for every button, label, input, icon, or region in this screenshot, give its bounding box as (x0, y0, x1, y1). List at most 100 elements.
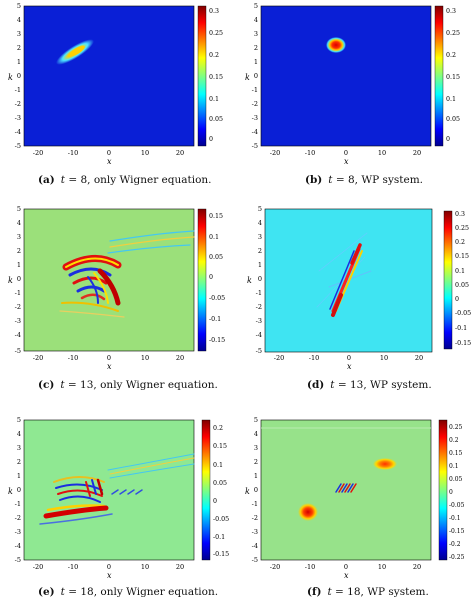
x-tick: -10 (68, 563, 78, 571)
panel-c-plot: 5 4 3 2 1 0 -1 -2 -3 -4 -5 k -20 -10 0 1… (8, 205, 225, 371)
x-tick: -10 (309, 354, 319, 362)
x-tick: 10 (141, 563, 149, 571)
colorbar-tick: -0.1 (209, 316, 221, 323)
y-tick: 2 (254, 44, 258, 52)
y-tick: -2 (256, 303, 262, 311)
y-tick: -3 (252, 528, 258, 536)
t-value: = 8, (335, 174, 359, 186)
t-symbol: t (60, 174, 65, 186)
x-tick: -20 (270, 563, 280, 571)
x-ticks-f: -20 -10 0 10 20 (270, 563, 421, 571)
plot-area (23, 419, 195, 561)
x-tick: 0 (344, 149, 348, 157)
y-ticks-f: 5 4 3 2 1 0 -1 -2 -3 -4 -5 (252, 416, 258, 564)
x-tick: -20 (274, 354, 284, 362)
colorbar-tick: -0.15 (455, 340, 471, 347)
y-tick: 3 (258, 233, 262, 241)
y-tick: 4 (258, 219, 262, 227)
y-tick: 1 (254, 58, 258, 66)
y-tick: 1 (17, 261, 21, 269)
x-tick: -10 (68, 149, 78, 157)
t-symbol: t (60, 586, 65, 598)
y-tick: 0 (17, 486, 21, 494)
y-tick: -1 (256, 289, 262, 297)
colorbar-tick: 0.05 (213, 480, 227, 487)
colorbar-tick: 0.05 (446, 116, 460, 123)
colorbar-tick: 0 (449, 489, 453, 496)
colorbar-tick: 0.1 (213, 462, 223, 469)
colorbar-tick: -0.25 (449, 554, 465, 561)
y-tick: 5 (17, 416, 21, 424)
caption-c: (c) t = 13, only Wigner equation. (38, 379, 218, 391)
colorbar-tick: 0.15 (446, 74, 460, 81)
t-value: = 18, (335, 586, 364, 598)
plot-area (260, 5, 432, 147)
colorbar-tick: 0.2 (449, 437, 459, 444)
y-tick: -2 (15, 100, 21, 108)
x-tick: 0 (344, 563, 348, 571)
t-value: = 13, (67, 379, 97, 391)
y-tick: -4 (15, 331, 21, 339)
t-value: = 18, (68, 586, 98, 598)
y-tick: -3 (15, 528, 21, 536)
caption-b: (b) t = 8, WP system. (305, 174, 423, 186)
panel-label: (c) (38, 379, 55, 391)
x-tick: 10 (141, 354, 149, 362)
colorbar-ticks-d: 0.3 0.25 0.2 0.15 0.1 0.05 0 -0.05 -0.1 … (455, 211, 471, 347)
x-axis-label: x (347, 362, 352, 371)
y-tick: 3 (17, 233, 21, 241)
y-tick: 0 (254, 486, 258, 494)
y-tick: -1 (252, 86, 258, 94)
y-tick: -2 (252, 100, 258, 108)
y-tick: 3 (254, 30, 258, 38)
colorbar-tick: -0.1 (455, 325, 467, 332)
colorbar-tick: 0.2 (446, 52, 456, 59)
x-tick: 20 (176, 563, 184, 571)
interference-fringes (59, 230, 195, 318)
colorbar-tick: -0.05 (209, 295, 225, 302)
t-value: = 8, (68, 174, 91, 186)
y-tick: 5 (254, 2, 258, 10)
panel-b-plot: 5 4 3 2 1 0 -1 -2 -3 -4 -5 k -20 -10 0 1… (245, 2, 460, 166)
plot-area (23, 5, 195, 147)
x-tick: 0 (107, 563, 111, 571)
y-tick: -2 (15, 303, 21, 311)
colorbar-tick: -0.1 (449, 515, 461, 522)
y-tick: 5 (258, 205, 262, 213)
colorbar-tick: 0.15 (455, 253, 469, 260)
colorbar-tick: 0.3 (446, 8, 456, 15)
panel-label: (e) (38, 586, 55, 598)
colorbar-tick: 0.05 (209, 116, 223, 123)
x-axis-label: x (107, 571, 112, 580)
y-tick: -3 (252, 114, 258, 122)
t-symbol: t (60, 379, 65, 391)
y-tick: 3 (17, 30, 21, 38)
colorbar-tick: -0.15 (209, 337, 225, 344)
x-tick: -10 (305, 563, 315, 571)
y-tick: 2 (17, 458, 21, 466)
x-tick: -20 (270, 149, 280, 157)
colorbar-tick: 0.25 (446, 30, 460, 37)
x-axis-label: x (344, 157, 349, 166)
colorbar-tick: -0.2 (449, 541, 461, 548)
colorbar-tick: -0.05 (449, 502, 465, 509)
colorbar-tick: 0.1 (455, 268, 465, 275)
y-ticks-e: 5 4 3 2 1 0 -1 -2 -3 -4 -5 (15, 416, 21, 564)
y-tick: 4 (17, 430, 21, 438)
y-ticks-d: 5 4 3 2 1 0 -1 -2 -3 -4 -5 (256, 205, 262, 355)
colorbar-tick: -0.05 (455, 310, 471, 317)
y-axis-label: k (8, 487, 13, 496)
colorbar-tick: 0 (455, 296, 459, 303)
y-tick: 4 (254, 16, 258, 24)
y-tick: -3 (15, 317, 21, 325)
caption-a: (a) t = 8, only Wigner equation. (38, 174, 212, 186)
x-ticks-d: -20 -10 0 10 20 (274, 354, 423, 362)
colorbar (197, 208, 207, 352)
y-tick: 5 (254, 416, 258, 424)
y-tick: 1 (258, 261, 262, 269)
wp-blob-right (373, 458, 397, 470)
x-axis-label: x (107, 362, 112, 371)
y-tick: 3 (17, 444, 21, 452)
t-value: = 13, (337, 379, 367, 391)
y-axis-label: k (8, 276, 13, 285)
